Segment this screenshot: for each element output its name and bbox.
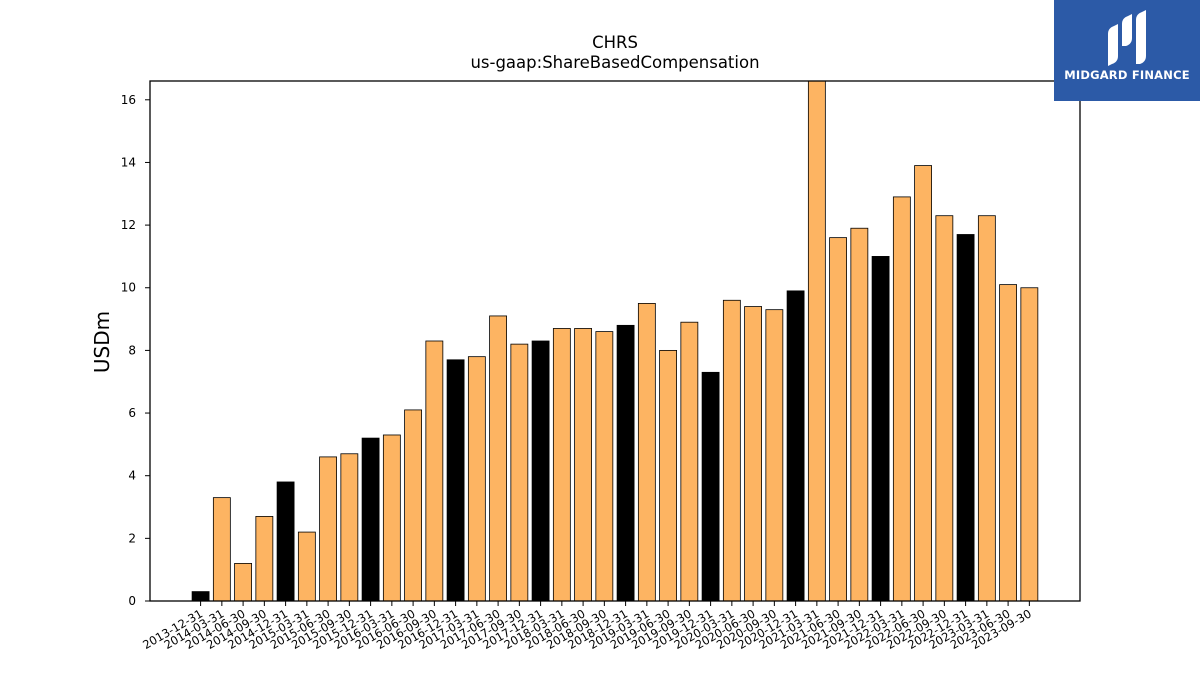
bar-2014-06-30 [234, 563, 253, 602]
y-axis-label: USDm [90, 311, 114, 373]
bar-2016-09-30 [425, 340, 444, 602]
y-tick-label: 2 [128, 531, 136, 545]
bar-2018-09-30 [595, 331, 614, 602]
bar-2015-03-31 [297, 531, 316, 602]
bar-2016-12-31 [446, 359, 465, 602]
bar-2017-09-30 [510, 343, 529, 602]
y-tick-label: 14 [121, 155, 136, 169]
bar-2019-09-30 [680, 321, 699, 602]
midgard-logo-icon [1108, 10, 1146, 66]
y-tick-label: 16 [121, 93, 136, 107]
bar-2022-09-30 [935, 215, 954, 602]
bar-2014-09-30 [255, 516, 274, 602]
bar-2017-06-30 [489, 315, 508, 602]
brand-logo: MIDGARD FINANCE [1054, 0, 1200, 101]
x-axis-ticks: 2013-12-312014-03-312014-06-302014-09-30… [140, 601, 1034, 652]
bar-2023-03-31 [977, 215, 996, 602]
y-tick-label: 12 [121, 218, 136, 232]
bar-2021-12-31 [871, 256, 890, 602]
bar-2018-03-31 [552, 328, 571, 602]
bar-2021-09-30 [850, 227, 869, 602]
bar-2021-06-30 [829, 237, 847, 602]
bar-2015-06-30 [319, 456, 338, 602]
brand-name: MIDGARD FINANCE [1064, 68, 1190, 82]
bar-2020-09-30 [765, 309, 784, 602]
bar-2018-06-30 [574, 328, 592, 602]
plot-frame [149, 80, 1081, 602]
bar-2020-06-30 [744, 306, 762, 602]
bar-2018-12-31 [616, 324, 635, 602]
y-axis-ticks: 0 2 4 6 8 10 12 14 16 [121, 93, 150, 608]
y-tick-label: 4 [128, 469, 136, 483]
bar-2017-03-31 [467, 356, 486, 602]
bar-2019-12-31 [701, 371, 720, 602]
bar-2023-06-30 [999, 284, 1017, 602]
chart-title: CHRS [592, 33, 638, 52]
bar-2014-12-31 [276, 481, 295, 602]
bar-2019-03-31 [637, 303, 656, 602]
bar-2015-09-30 [340, 453, 359, 602]
bar-2022-03-31 [892, 196, 911, 602]
y-tick-label: 0 [128, 594, 136, 608]
bar-2016-06-30 [404, 409, 423, 602]
bar-2013-12-31 [191, 591, 210, 602]
bar-2019-06-30 [659, 349, 677, 602]
bar-2021-03-31 [807, 80, 826, 602]
bar-2020-12-31 [786, 290, 805, 602]
bar-2020-03-31 [722, 299, 741, 602]
bars-group [191, 80, 1039, 602]
y-tick-label: 6 [128, 406, 136, 420]
bar-2022-12-31 [956, 234, 975, 602]
bar-2023-09-30 [1020, 287, 1039, 602]
bar-2015-12-31 [361, 437, 380, 602]
y-tick-label: 8 [128, 343, 136, 357]
bar-2017-12-31 [531, 340, 550, 602]
bar-2022-06-30 [914, 165, 932, 602]
bar-2016-03-31 [382, 434, 401, 602]
chart-subtitle: us-gaap:ShareBasedCompensation [470, 53, 759, 72]
bar-2014-03-31 [212, 497, 231, 602]
y-tick-label: 10 [121, 281, 136, 295]
